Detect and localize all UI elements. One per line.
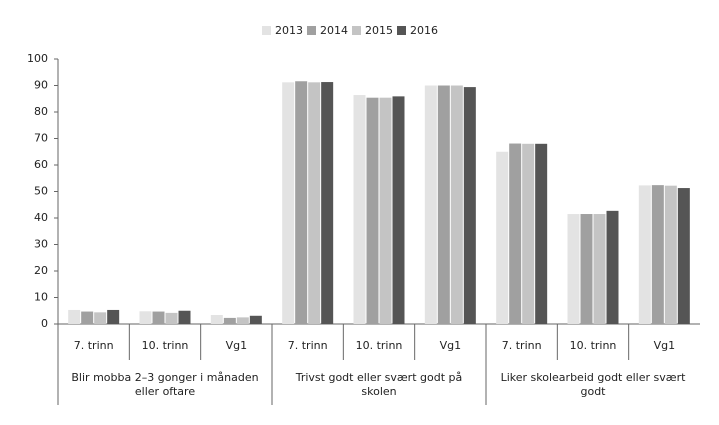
bar (606, 210, 619, 324)
y-tick-label: 40 (34, 211, 48, 224)
y-tick-label: 80 (34, 105, 48, 118)
bar (295, 81, 308, 324)
bar (677, 188, 690, 324)
group-label: Liker skolearbeid godt eller svært godt (500, 371, 686, 398)
bar (321, 82, 334, 325)
legend-swatch (352, 26, 361, 35)
bar (68, 309, 81, 324)
y-tick-label: 90 (34, 79, 48, 92)
legend-swatch (307, 26, 316, 35)
bar (94, 312, 107, 324)
bar (107, 309, 120, 324)
bar (366, 97, 379, 324)
bar (210, 314, 223, 324)
bar (81, 311, 94, 324)
legend-label: 2014 (320, 24, 348, 37)
bar (379, 97, 392, 324)
bar (139, 311, 152, 324)
x-tick-label: 7. trinn (288, 339, 328, 352)
bar (437, 85, 450, 324)
y-tick-label: 70 (34, 132, 48, 145)
x-tick-label: 10. trinn (356, 339, 403, 352)
bar (223, 317, 236, 324)
x-tick-label: Vg1 (440, 339, 462, 352)
bar (580, 214, 593, 324)
bar (392, 96, 405, 325)
bar (282, 82, 295, 324)
y-tick-label: 10 (34, 291, 48, 304)
bar (424, 85, 437, 324)
x-tick-label: 7. trinn (74, 339, 114, 352)
group-label: Trivst godt eller svært godt på skolen (295, 371, 463, 398)
y-tick-label: 60 (34, 158, 48, 171)
bar (496, 151, 509, 324)
bar (593, 214, 606, 324)
y-tick-label: 100 (27, 52, 48, 65)
legend-label: 2013 (275, 24, 303, 37)
bar (152, 311, 165, 324)
x-tick-label: Vg1 (654, 339, 676, 352)
y-tick-label: 50 (34, 185, 48, 198)
bar (463, 87, 476, 324)
x-tick-label: 10. trinn (570, 339, 617, 352)
bar (450, 85, 463, 324)
bar (353, 95, 366, 324)
x-tick-label: 10. trinn (142, 339, 189, 352)
bar (651, 185, 664, 324)
bar (638, 185, 651, 324)
bar (535, 143, 548, 324)
y-tick-label: 30 (34, 238, 48, 251)
legend-label: 2016 (410, 24, 438, 37)
y-tick-label: 20 (34, 264, 48, 277)
bar (522, 143, 535, 324)
legend-label: 2015 (365, 24, 393, 37)
bar (165, 312, 178, 324)
legend-swatch (397, 26, 406, 35)
legend-swatch (262, 26, 271, 35)
bar (308, 82, 321, 324)
x-tick-label: Vg1 (226, 339, 248, 352)
bar (249, 315, 262, 324)
bar (236, 317, 249, 324)
group-label: Blir mobba 2–3 gonger i månaden eller of… (71, 371, 259, 398)
bar (567, 214, 580, 324)
bar (509, 143, 522, 324)
bar (178, 310, 191, 324)
x-tick-label: 7. trinn (502, 339, 542, 352)
y-tick-label: 0 (41, 317, 48, 330)
bar (664, 185, 677, 324)
